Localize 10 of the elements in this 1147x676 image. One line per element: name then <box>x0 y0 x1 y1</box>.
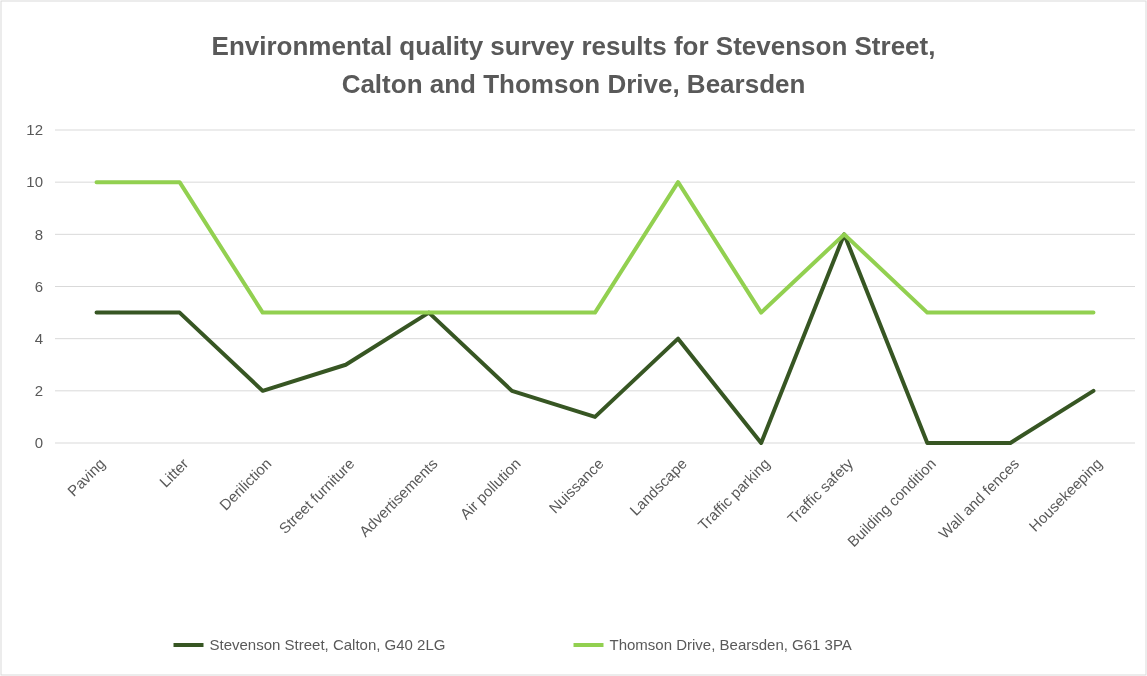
y-tick-label: 10 <box>26 173 43 191</box>
legend-label: Stevenson Street, Calton, G40 2LG <box>209 636 446 654</box>
y-tick-label: 2 <box>34 382 43 400</box>
y-tick-label: 8 <box>34 225 43 243</box>
y-tick-label: 4 <box>34 329 43 347</box>
y-tick-label: 12 <box>26 121 43 139</box>
chart-title: Environmental quality survey results for Stevenson Street, Calton and Thomson Drive, Bearsden <box>211 31 936 99</box>
y-tick-label: 6 <box>34 277 43 295</box>
y-tick-label: 0 <box>34 434 43 452</box>
legend-label: Thomson Drive, Bearsden, G61 3PA <box>609 636 852 654</box>
